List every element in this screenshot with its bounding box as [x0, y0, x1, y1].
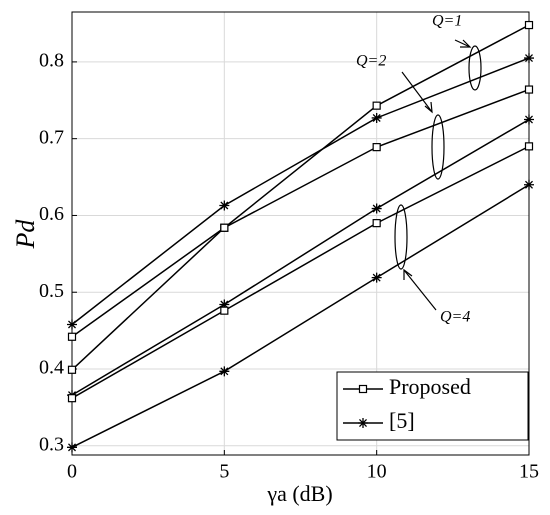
arrow-head [424, 101, 433, 114]
marker [372, 101, 381, 110]
y-tick-label: 0.7 [39, 126, 64, 148]
marker [219, 299, 230, 310]
marker [372, 143, 381, 152]
legend-label: Proposed [389, 374, 471, 399]
marker [371, 272, 382, 283]
marker [67, 442, 77, 453]
arrow [401, 71, 433, 113]
legend-marker [358, 418, 368, 428]
annotation-shapes [394, 39, 482, 311]
legend-label: [5] [389, 408, 415, 433]
plot-frame [71, 11, 530, 456]
y-tick-label: 0.5 [39, 280, 64, 302]
marker [524, 114, 534, 125]
series-line [71, 88, 530, 371]
legend-box [336, 371, 529, 441]
y-tick-label: 0.3 [39, 433, 64, 455]
x-axis-label: γa (dB) [266, 481, 332, 506]
legend-marker [358, 384, 368, 394]
marker [67, 319, 77, 330]
arrow-head [460, 39, 472, 48]
x-tick-label: 10 [367, 461, 387, 483]
marker [372, 219, 381, 228]
marker [524, 179, 534, 190]
marker [524, 20, 534, 30]
marker [524, 142, 534, 151]
series-line [71, 145, 530, 399]
series-line [71, 24, 530, 338]
arrow [454, 39, 471, 48]
ellipse [431, 114, 445, 180]
ellipse [468, 45, 482, 91]
x-tick-label: 5 [219, 461, 229, 483]
x-tick-label: 0 [67, 461, 77, 483]
y-tick-label: 0.6 [39, 203, 64, 225]
ellipse [394, 204, 408, 270]
y-axis-label: Pd [11, 219, 40, 250]
y-tick-label: 0.4 [39, 357, 64, 379]
marker [67, 394, 77, 403]
marker [67, 365, 77, 374]
annotation: Q=1 [432, 13, 462, 30]
y-tick-label: 0.8 [39, 49, 64, 71]
series-line [71, 118, 530, 396]
marker [67, 332, 77, 341]
legend: Proposed [5] [336, 371, 529, 441]
arrow-head [403, 268, 413, 280]
marker [220, 306, 229, 315]
marker [371, 112, 382, 123]
marker [220, 223, 229, 232]
marker [524, 85, 534, 94]
x-tick-label: 15 [519, 461, 539, 483]
arrow [403, 269, 437, 311]
series-line [71, 184, 530, 448]
marker [371, 203, 382, 214]
series-line [71, 57, 530, 326]
marker [219, 366, 230, 377]
marker [524, 53, 534, 64]
annotation: Q=4 [440, 309, 470, 326]
annotation: Q=2 [356, 53, 386, 70]
marker [219, 200, 230, 211]
